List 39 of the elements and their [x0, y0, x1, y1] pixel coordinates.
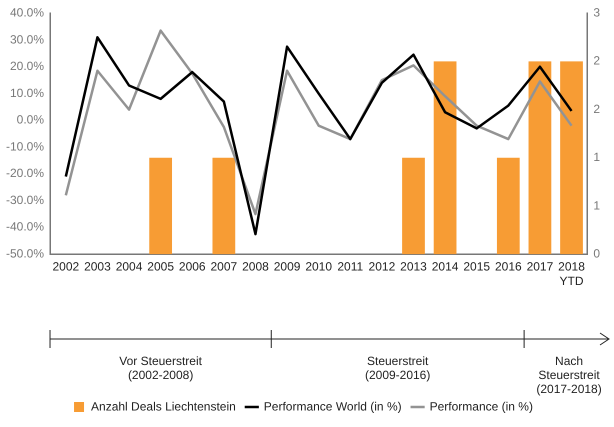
text: Vor Steuerstreit (2002-2008)	[118, 354, 203, 382]
legend-label: Performance (in %)	[430, 399, 533, 414]
y-tick-label: -20.0%	[6, 166, 44, 180]
y-tick-label: 0.0%	[16, 112, 44, 127]
legend-label: Anzahl Deals Liechtenstein	[91, 399, 236, 414]
y2-tick-label: 2	[593, 102, 600, 116]
x-tick-label: 2008	[242, 260, 270, 274]
y2-tick-label: 1	[593, 150, 600, 164]
y-tick-label: -40.0%	[6, 220, 44, 234]
y-tick-label: 40.0%	[10, 6, 44, 20]
x-tick-label: 2012	[368, 260, 396, 274]
legend-label: Performance World (in %)	[264, 399, 402, 414]
x-tick-label: 2002	[52, 260, 80, 274]
x-tick-label: 2004	[116, 260, 143, 274]
x-tick-label: 2013	[400, 260, 428, 274]
x-tick-label: 2018 YTD	[558, 260, 586, 288]
text: Nach Steuerstreit (2017-2018)	[535, 354, 603, 396]
y2-tick-label: 0	[593, 246, 600, 261]
y-tick-label: 30.0%	[10, 32, 44, 46]
x-tick-label: 2011	[337, 260, 364, 274]
y2-tick-label: 3	[593, 6, 600, 20]
text: Steuerstreit (2009-2016)	[364, 354, 432, 382]
y-tick-label: 10.0%	[10, 86, 44, 100]
x-tick-label: 2003	[84, 260, 112, 274]
y-tick-label: -50.0%	[6, 246, 44, 261]
x-tick-label: 2007	[210, 260, 238, 274]
x-tick-label: 2017	[526, 260, 554, 274]
x-tick-label: 2006	[178, 260, 206, 274]
y-tick-label: -10.0%	[6, 139, 44, 154]
y-tick-label: -30.0%	[6, 192, 44, 207]
x-tick-label: 2016	[494, 260, 522, 274]
x-tick-label: 2005	[147, 260, 174, 274]
x-tick-label: 2010	[305, 260, 332, 274]
y2-tick-label: 2	[593, 54, 600, 68]
y2-tick-label: 1	[593, 198, 600, 212]
x-tick-label: 2015	[463, 260, 490, 274]
x-tick-label: 2014	[432, 260, 459, 274]
x-tick-label: 2009	[274, 260, 301, 274]
y-tick-label: 20.0%	[10, 59, 44, 74]
